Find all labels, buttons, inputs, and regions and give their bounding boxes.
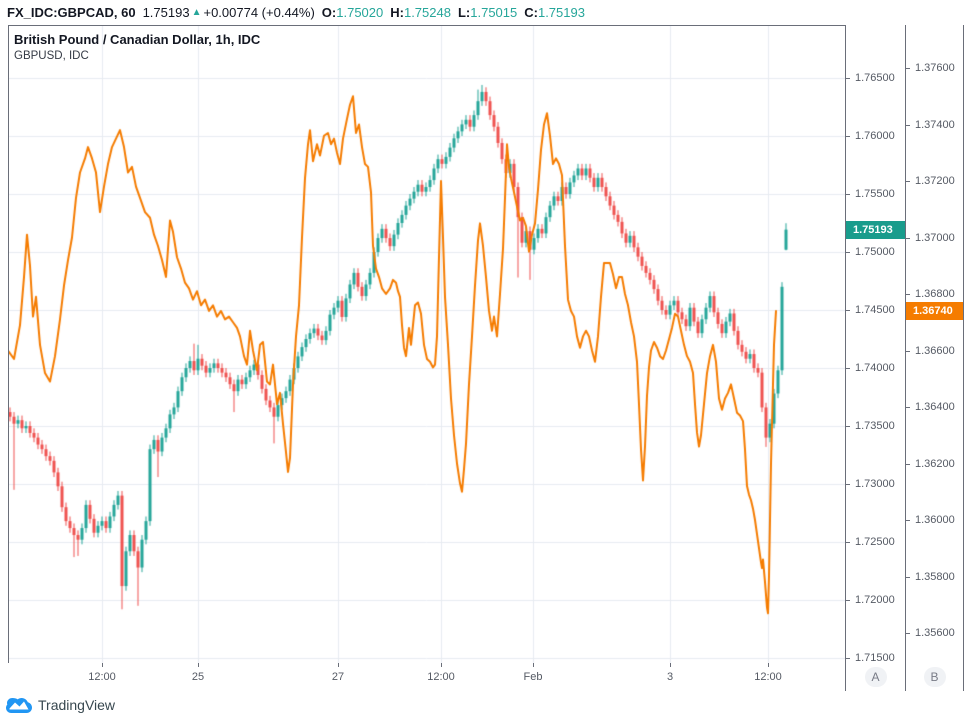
axis-b-button[interactable]: B [923, 667, 946, 687]
axis-tick-mark [906, 407, 910, 408]
close-label: C: [524, 5, 538, 20]
axis-tick-mark [846, 136, 850, 137]
axis-a-cell: A [846, 663, 905, 691]
price-tick-label: 1.74500 [855, 304, 895, 316]
time-tick-mark [198, 663, 199, 667]
price-tick-label: 1.76500 [855, 72, 895, 84]
axis-tick-mark [846, 252, 850, 253]
axis-separator-2 [905, 25, 906, 691]
time-tick-label: 3 [666, 671, 674, 683]
price-tick-label: 1.72500 [855, 536, 895, 548]
close-value: 1.75193 [537, 5, 585, 20]
axis-tick-mark [906, 463, 910, 465]
tradingview-logo-icon [6, 697, 32, 713]
axis-tick-mark [906, 520, 910, 521]
time-axis[interactable]: 12:00 25 27 12:00 Feb 3 12:00 [0, 663, 845, 691]
price-tick-label: 1.36000 [915, 514, 955, 526]
axis-separator-1 [845, 25, 846, 691]
axis-tick-mark [846, 600, 850, 601]
axis-tick-mark [846, 426, 850, 427]
symbol-info-bar: FX_IDC:GBPCAD, 60 1.75193 ▲ +0.00774 (+0.44… [0, 0, 965, 25]
price-tick-label: 1.36200 [915, 457, 955, 470]
time-tick-label: 12:00 [754, 671, 782, 683]
price-tick-label: 1.74000 [855, 362, 895, 374]
time-tick-mark [768, 663, 769, 667]
price-axis-gbpcad[interactable]: 1.76500 1.76000 1.75500 1.75000 1.74500 1.740… [846, 25, 905, 664]
price-tick-label: 1.37400 [915, 118, 955, 131]
axis-tick-mark [846, 484, 850, 485]
right-border [963, 25, 964, 691]
price-tick-label: 1.72000 [855, 594, 895, 606]
symbol-name: FX_IDC:GBPCAD, 60 [7, 5, 136, 20]
price-tick-label: 1.36600 [915, 344, 955, 357]
axis-tick-mark [906, 237, 910, 239]
price-axis-gbpusd[interactable]: 1.37600 1.37400 1.37200 1.37000 1.36800 1.366… [906, 25, 963, 663]
plot-left-border [8, 25, 9, 691]
axis-tick-mark [906, 350, 910, 352]
price-change: +0.00774 (+0.44%) [203, 5, 315, 20]
legend-overlay-series[interactable]: GBPUSD, IDC [14, 50, 89, 62]
price-tick-label: 1.35600 [915, 627, 955, 639]
price-tick-label: 1.75500 [855, 188, 895, 200]
open-value: 1.75020 [336, 5, 384, 20]
low-value: 1.75015 [470, 5, 518, 20]
plot-top-border [8, 25, 963, 26]
high-value: 1.75248 [403, 5, 451, 20]
axis-tick-mark [906, 181, 910, 182]
axis-tick-mark [846, 78, 850, 79]
last-price-badge-gbpusd: 1.36740 [906, 301, 963, 320]
price-tick-label: 1.37200 [915, 175, 955, 187]
time-tick-mark [338, 663, 339, 667]
axis-tick-mark [906, 576, 910, 578]
last-price: 1.75193 [142, 5, 190, 20]
time-tick-label: 27 [331, 671, 345, 683]
open-label: O: [321, 5, 337, 20]
bottom-bar: TradingView [0, 691, 965, 719]
axis-tick-mark [846, 542, 850, 543]
price-tick-label: 1.35800 [915, 570, 955, 583]
axis-tick-mark [906, 68, 910, 69]
price-tick-label: 1.37000 [915, 231, 955, 244]
axis-tick-mark [846, 368, 850, 369]
price-tick-label: 1.36400 [915, 401, 955, 413]
time-tick-label: Feb [523, 671, 543, 683]
axis-tick-mark [846, 658, 850, 659]
legend-main-series[interactable]: British Pound / Canadian Dollar, 1h, IDC [14, 32, 261, 47]
price-tick-label: 1.76000 [855, 130, 895, 142]
price-up-arrow-icon: ▲ [191, 7, 202, 18]
price-tick-label: 1.73000 [855, 478, 895, 490]
tradingview-logo-text: TradingView [38, 697, 116, 713]
time-tick-label: 12:00 [88, 671, 116, 683]
axis-tick-mark [906, 124, 910, 126]
axis-b-cell: B [906, 663, 963, 691]
last-price-badge-gbpcad: 1.75193 [846, 220, 905, 239]
time-tick-label: 12:00 [427, 671, 455, 683]
axis-tick-mark [846, 310, 850, 311]
time-tick-label: 25 [191, 671, 205, 683]
chart-legend: British Pound / Canadian Dollar, 1h, IDC… [14, 31, 260, 64]
price-tick-label: 1.71500 [855, 652, 895, 664]
time-tick-mark [670, 663, 671, 667]
axis-tick-mark [846, 194, 850, 195]
price-tick-label: 1.73500 [855, 420, 895, 432]
low-label: L: [457, 5, 471, 20]
time-tick-mark [441, 663, 442, 667]
time-tick-mark [533, 663, 534, 667]
axis-tick-mark [906, 294, 910, 295]
high-label: H: [390, 5, 404, 20]
price-tick-label: 1.37600 [915, 62, 955, 74]
tradingview-logo[interactable]: TradingView [6, 697, 115, 714]
price-chart-canvas[interactable] [8, 25, 845, 663]
time-tick-mark [102, 663, 103, 667]
price-tick-label: 1.36800 [915, 288, 955, 300]
axis-tick-mark [906, 633, 910, 634]
price-tick-label: 1.75000 [855, 246, 895, 258]
axis-a-button[interactable]: A [864, 667, 887, 687]
